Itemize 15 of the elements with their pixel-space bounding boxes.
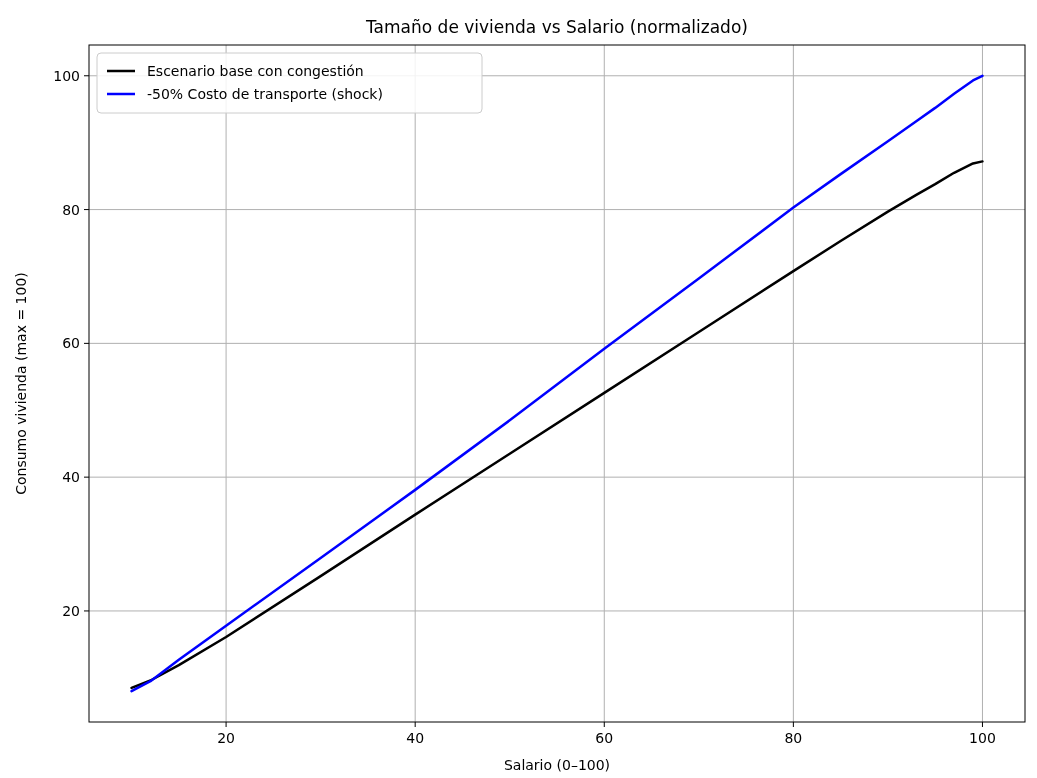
x-axis-title: Salario (0–100) xyxy=(503,757,611,773)
y-tick-label: 40 xyxy=(62,469,80,486)
x-tick-label: 20 xyxy=(217,730,235,746)
y-tick-label: 100 xyxy=(53,67,80,84)
legend-label: -50% Costo de transporte (shock) xyxy=(147,86,383,102)
legend-label: Escenario base con congestión xyxy=(147,63,364,79)
y-tick-label: 80 xyxy=(62,201,80,218)
x-tick-label: 100 xyxy=(969,730,996,746)
x-tick-label: 40 xyxy=(406,730,425,746)
x-tick-label: 80 xyxy=(784,730,803,746)
y-tick-label: 20 xyxy=(62,602,80,619)
chart-title: Tamaño de vivienda vs Salario (normalizado) xyxy=(365,17,748,37)
y-tick-label: 60 xyxy=(62,335,80,352)
x-tick-label: 60 xyxy=(595,730,614,746)
y-axis-title: Consumo vivienda (max = 100) xyxy=(13,272,29,495)
